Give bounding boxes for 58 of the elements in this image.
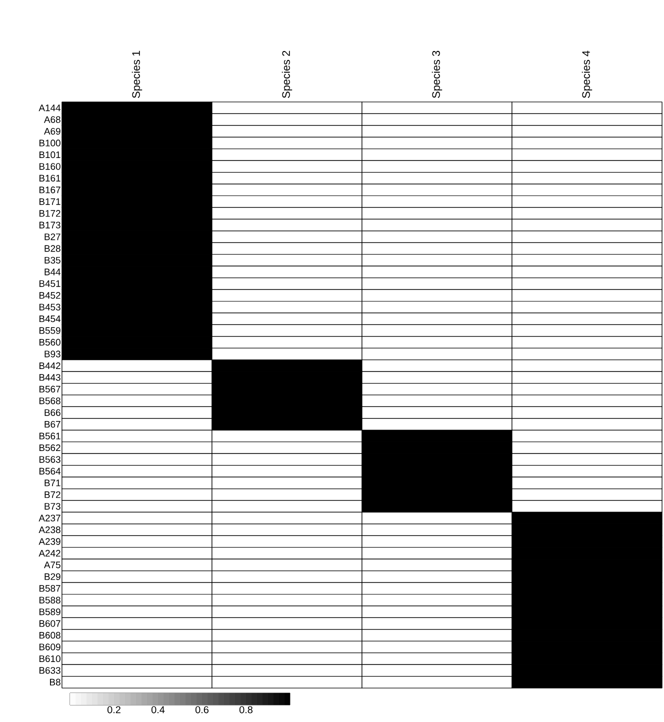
- y-tick-label: B71: [44, 480, 60, 486]
- x-tick-label: Species 1: [132, 50, 142, 98]
- y-tick-label: B167: [39, 186, 60, 194]
- y-tick-label: B610: [39, 655, 60, 662]
- y-tick-label: B452: [39, 292, 60, 299]
- y-tick-label: A75: [44, 562, 60, 568]
- y-tick-label: B608: [39, 632, 60, 639]
- y-tick-label: B173: [39, 222, 60, 228]
- y-tick-label: B442: [39, 362, 60, 370]
- y-tick-label: B172: [39, 210, 60, 217]
- y-tick-label: B559: [39, 327, 60, 334]
- y-tick-label: B568: [39, 398, 60, 404]
- y-tick-label: B561: [39, 432, 60, 440]
- y-tick-label: B451: [39, 280, 60, 287]
- y-tick-label: B587: [39, 585, 60, 592]
- y-tick-label: B93: [44, 350, 60, 358]
- y-tick-label: B29: [44, 573, 60, 580]
- y-tick-label: A242: [38, 550, 60, 557]
- y-tick-label: B160: [39, 163, 60, 170]
- y-tick-label: B44: [44, 268, 61, 276]
- color-bar-label: 0.2: [107, 706, 120, 714]
- y-tick-label: A69: [44, 128, 60, 135]
- y-tick-label: A68: [44, 116, 60, 123]
- y-tick-label: B609: [39, 644, 60, 650]
- y-tick-label: B72: [44, 491, 60, 498]
- y-tick-label: A237: [38, 514, 60, 522]
- x-tick-label: Species 4: [582, 50, 592, 98]
- y-tick-label: B100: [39, 140, 60, 146]
- y-tick-label: A238: [38, 526, 60, 534]
- y-tick-label: B443: [39, 374, 60, 381]
- y-tick-label: B633: [39, 667, 60, 674]
- color-bar-label: 0.6: [195, 706, 208, 714]
- y-tick-label: B73: [44, 502, 60, 510]
- y-tick-label: B564: [39, 468, 61, 475]
- y-tick-label: B454: [39, 316, 61, 322]
- y-tick-label: B27: [44, 233, 60, 240]
- color-bar-label: 0.4: [151, 706, 165, 714]
- y-tick-label: B161: [39, 174, 60, 182]
- y-tick-label: B562: [39, 444, 60, 452]
- y-tick-label: B35: [44, 256, 60, 264]
- y-tick-label: B8: [50, 678, 60, 686]
- y-tick-label: B567: [39, 386, 60, 392]
- y-tick-label: A144: [38, 104, 61, 112]
- y-tick-label: B66: [44, 409, 60, 416]
- y-tick-label: B67: [44, 420, 60, 428]
- y-tick-label: B28: [44, 245, 60, 252]
- y-tick-label: B171: [39, 198, 60, 205]
- y-tick-label: B453: [39, 304, 60, 310]
- y-tick-label: B589: [39, 608, 60, 616]
- y-tick-label: B101: [39, 151, 60, 158]
- y-tick-label: A239: [38, 538, 60, 545]
- x-tick-label: Species 3: [432, 50, 442, 98]
- y-tick-label: B560: [39, 338, 60, 346]
- y-tick-label: B607: [39, 620, 60, 627]
- color-bar-label: 0.8: [239, 706, 252, 714]
- y-tick-label: B563: [39, 456, 60, 463]
- x-tick-label: Species 2: [282, 50, 292, 98]
- y-tick-label: B588: [39, 596, 60, 604]
